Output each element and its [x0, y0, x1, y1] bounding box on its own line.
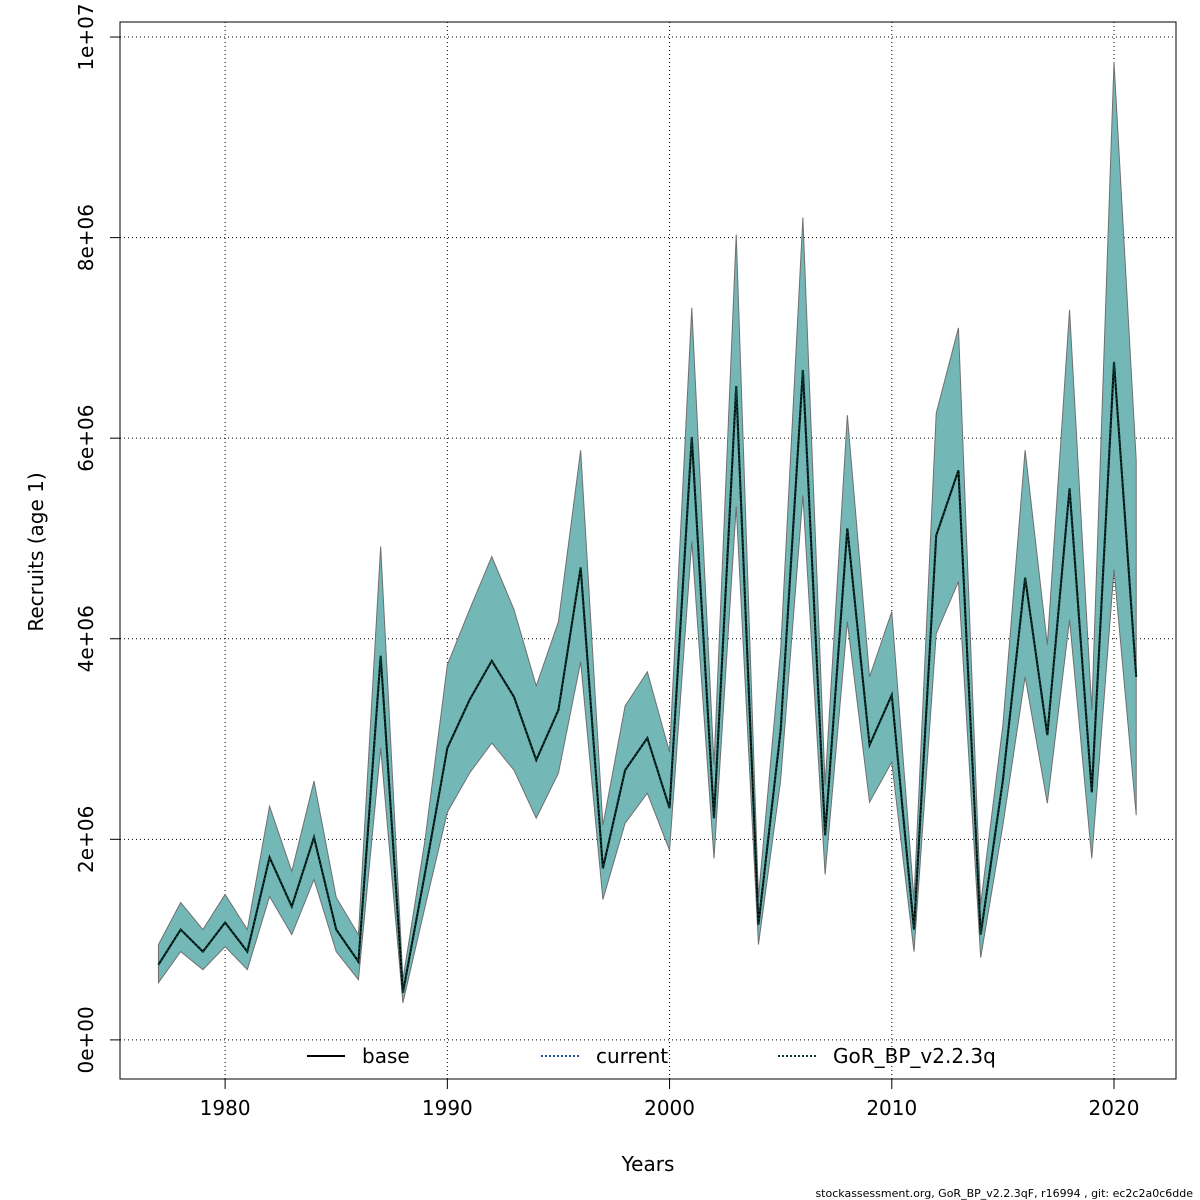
- x-tick-label: 1980: [200, 1096, 251, 1120]
- series-line: [157, 361, 1138, 993]
- x-tick-label: 2020: [1089, 1096, 1140, 1120]
- confidence-band: [157, 62, 1137, 1003]
- x-tick-label: 1990: [422, 1096, 473, 1120]
- x-tick-label: 2000: [644, 1096, 695, 1120]
- x-tick-label: 2010: [866, 1096, 917, 1120]
- legend-label: GoR_BP_v2.2.3q: [833, 1044, 996, 1068]
- y-axis-label: Recruits (age 1): [24, 472, 48, 631]
- legend-label: current: [596, 1044, 668, 1068]
- footer: stockassessment.org, GoR_BP_v2.2.3qF, r1…: [815, 1187, 1193, 1200]
- y-tick-label: 6e+06: [74, 405, 98, 472]
- plot-frame: [119, 21, 1177, 1080]
- y-tick-label: 0e+00: [74, 1006, 98, 1073]
- y-tick-label: 8e+06: [74, 204, 98, 271]
- y-tick-label: 1e+07: [74, 3, 98, 70]
- legend-label: base: [362, 1044, 410, 1068]
- x-axis-label: Years: [621, 1152, 675, 1176]
- y-tick-label: 2e+06: [74, 806, 98, 873]
- y-tick-label: 4e+06: [74, 605, 98, 672]
